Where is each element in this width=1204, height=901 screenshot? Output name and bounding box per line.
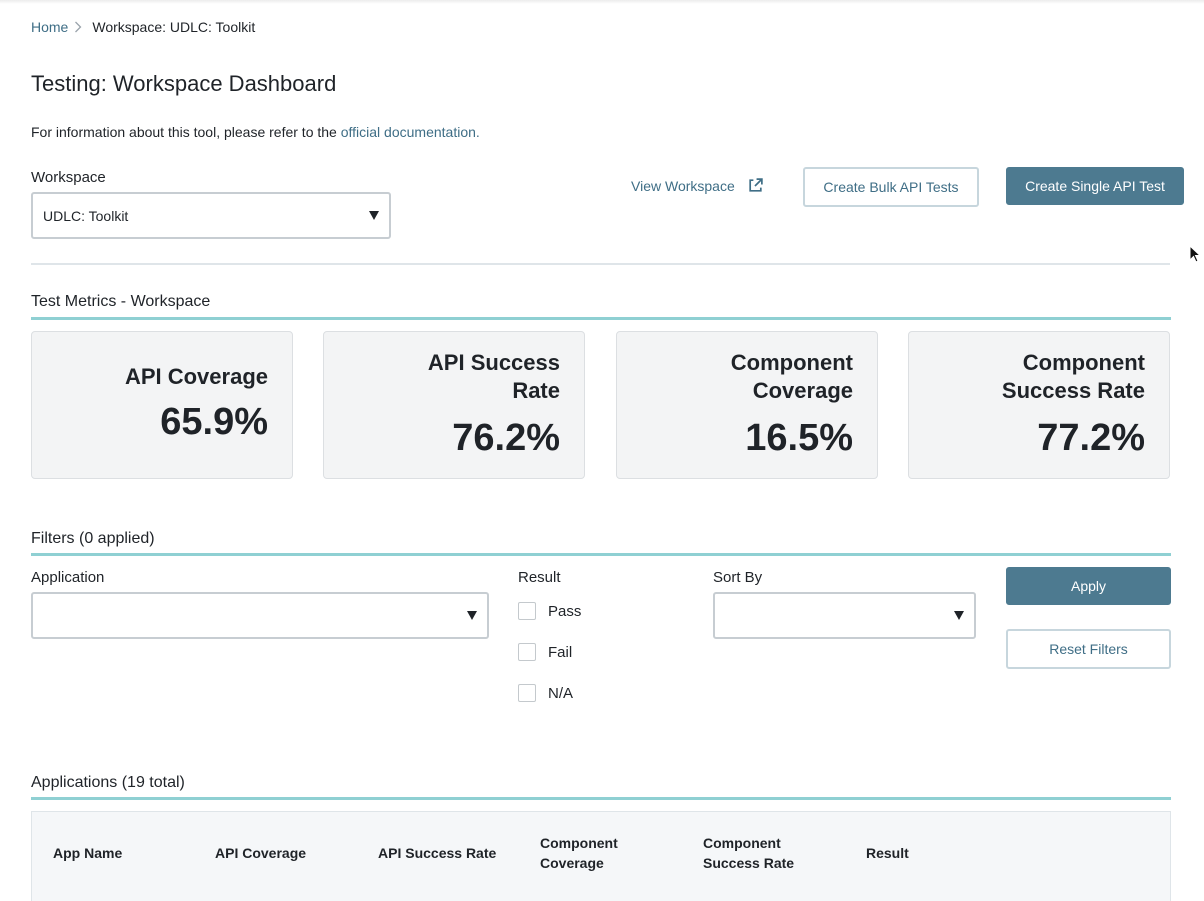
metric-card-api-success-rate: API Success Rate 76.2% bbox=[323, 331, 585, 479]
column-header-result[interactable]: Result bbox=[866, 843, 909, 863]
application-filter-label: Application bbox=[31, 569, 105, 586]
metric-label-line2: Rate bbox=[512, 378, 560, 403]
create-single-api-test-button[interactable]: Create Single API Test bbox=[1006, 167, 1184, 205]
na-checkbox[interactable] bbox=[518, 684, 536, 702]
caret-down-icon bbox=[467, 610, 477, 620]
workspace-select[interactable]: UDLC: Toolkit bbox=[31, 192, 391, 239]
applications-table-header: App Name API Coverage API Success Rate C… bbox=[31, 811, 1171, 901]
column-header-text-line2: Coverage bbox=[540, 855, 604, 871]
pass-checkbox[interactable] bbox=[518, 602, 536, 620]
result-na-option[interactable]: N/A bbox=[518, 684, 573, 702]
chevron-right-icon bbox=[74, 20, 86, 34]
metric-value: 65.9% bbox=[160, 401, 268, 443]
applications-section-line bbox=[31, 797, 1171, 800]
create-bulk-api-tests-button[interactable]: Create Bulk API Tests bbox=[803, 167, 979, 207]
info-text: For information about this tool, please … bbox=[31, 124, 480, 140]
metric-label-line1: Component bbox=[1022, 350, 1145, 375]
filters-section-title: Filters (0 applied) bbox=[31, 530, 155, 547]
column-header-component-success-rate[interactable]: Component Success Rate bbox=[703, 833, 794, 873]
breadcrumb: Home Workspace: UDLC: Toolkit bbox=[31, 19, 255, 35]
fail-checkbox[interactable] bbox=[518, 643, 536, 661]
view-workspace-label: View Workspace bbox=[631, 177, 735, 194]
metric-value: 77.2% bbox=[1037, 417, 1145, 459]
caret-down-icon bbox=[954, 610, 964, 620]
documentation-link[interactable]: official documentation. bbox=[340, 124, 480, 140]
workspace-label: Workspace bbox=[31, 169, 106, 186]
pass-label: Pass bbox=[548, 602, 582, 620]
metric-card-component-success-rate: Component Success Rate 77.2% bbox=[908, 331, 1170, 479]
metric-label: Component Success Rate bbox=[1002, 349, 1145, 405]
external-link-icon bbox=[747, 177, 764, 194]
applications-section-title: Applications (19 total) bbox=[31, 774, 185, 791]
apply-button[interactable]: Apply bbox=[1006, 567, 1171, 605]
top-shadow bbox=[0, 0, 1204, 4]
sort-by-select[interactable] bbox=[713, 592, 976, 639]
filters-section-line bbox=[31, 553, 1171, 556]
info-prefix: For information about this tool, please … bbox=[31, 124, 341, 140]
column-header-component-coverage[interactable]: Component Coverage bbox=[540, 833, 618, 873]
column-header-text: API Coverage bbox=[215, 845, 307, 861]
metric-card-api-coverage: API Coverage 65.9% bbox=[31, 331, 293, 479]
column-header-api-coverage[interactable]: API Coverage bbox=[215, 843, 306, 863]
metrics-section-title: Test Metrics - Workspace bbox=[31, 293, 211, 310]
column-header-text: Result bbox=[866, 845, 909, 861]
metric-value: 76.2% bbox=[452, 417, 560, 459]
caret-down-icon bbox=[369, 210, 379, 220]
na-label: N/A bbox=[548, 684, 574, 702]
metric-label-line2: Success Rate bbox=[1001, 378, 1145, 403]
page-title: Testing: Workspace Dashboard bbox=[31, 71, 337, 96]
header-divider bbox=[31, 263, 1170, 265]
column-header-app-name[interactable]: App Name bbox=[53, 843, 122, 863]
column-header-api-success-rate[interactable]: API Success Rate bbox=[378, 843, 496, 863]
metric-value: 16.5% bbox=[745, 417, 853, 459]
mouse-cursor-icon bbox=[1189, 244, 1202, 268]
view-workspace-link[interactable]: View Workspace bbox=[631, 177, 764, 194]
breadcrumb-home-link[interactable]: Home bbox=[31, 19, 69, 35]
application-select[interactable] bbox=[31, 592, 489, 639]
breadcrumb-current: Workspace: UDLC: Toolkit bbox=[92, 19, 256, 35]
reset-filters-button[interactable]: Reset Filters bbox=[1006, 629, 1171, 669]
fail-label: Fail bbox=[548, 643, 573, 661]
metric-label-line1: Component bbox=[730, 350, 853, 375]
metric-card-component-coverage: Component Coverage 16.5% bbox=[616, 331, 878, 479]
metrics-section-line bbox=[31, 317, 1171, 320]
result-fail-option[interactable]: Fail bbox=[518, 643, 572, 661]
column-header-text: Component bbox=[703, 835, 781, 851]
column-header-text: App Name bbox=[53, 845, 123, 861]
workspace-select-value: UDLC: Toolkit bbox=[43, 207, 129, 224]
result-pass-option[interactable]: Pass bbox=[518, 602, 581, 620]
column-header-text-line2: Success Rate bbox=[703, 855, 795, 871]
metric-label: Component Coverage bbox=[731, 349, 853, 405]
column-header-text: Component bbox=[540, 835, 618, 851]
sort-by-label: Sort By bbox=[713, 569, 763, 586]
metric-label: API Success Rate bbox=[428, 349, 560, 405]
metric-label-line1: API Success bbox=[427, 350, 560, 375]
column-header-text: API Success Rate bbox=[378, 845, 497, 861]
metric-label: API Coverage bbox=[124, 364, 268, 389]
result-filter-label: Result bbox=[518, 569, 561, 586]
metric-label-line2: Coverage bbox=[752, 378, 853, 403]
